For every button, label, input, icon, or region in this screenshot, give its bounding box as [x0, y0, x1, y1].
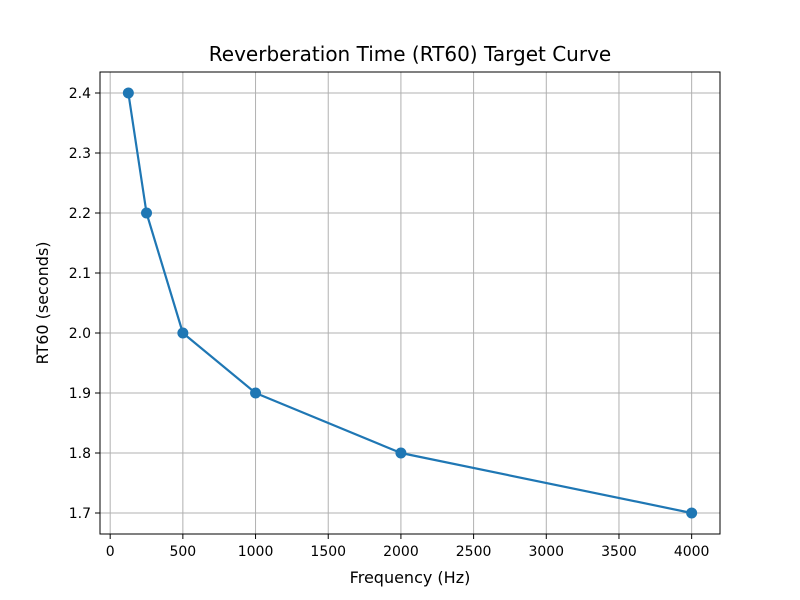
- data-point: [686, 507, 698, 519]
- y-tick-label: 1.9: [69, 386, 91, 402]
- x-tick-label: 3500: [601, 544, 637, 560]
- x-tick-label: 500: [169, 544, 196, 560]
- y-tick-label: 2.4: [69, 86, 91, 102]
- x-tick-label: 0: [106, 544, 115, 560]
- y-axis-ticks: 1.7 1.8 1.9 2.0 2.1 2.2 2.3 2.4: [69, 86, 100, 522]
- y-tick-label: 1.8: [69, 446, 91, 462]
- x-tick-label: 2000: [383, 544, 419, 560]
- grid: [100, 72, 720, 534]
- series-line: [127, 92, 692, 515]
- y-tick-label: 2.3: [69, 146, 91, 162]
- x-axis-label: Frequency (Hz): [350, 568, 471, 587]
- data-point: [177, 327, 189, 339]
- x-tick-label: 1000: [238, 544, 274, 560]
- y-tick-label: 2.1: [69, 266, 91, 282]
- x-tick-label: 2500: [456, 544, 492, 560]
- x-axis-ticks: 0 500 1000 1500 2000 2500 3000 3500 4000: [106, 534, 710, 560]
- y-tick-label: 2.0: [69, 326, 91, 342]
- y-tick-label: 2.2: [69, 206, 91, 222]
- x-tick-label: 1500: [310, 544, 346, 560]
- data-point: [250, 387, 262, 399]
- data-point: [395, 447, 407, 459]
- x-tick-label: 3000: [528, 544, 564, 560]
- series: [122, 87, 698, 519]
- y-axis-label: RT60 (seconds): [33, 241, 52, 364]
- y-tick-label: 1.7: [69, 506, 91, 522]
- plot-frame: [99, 71, 721, 535]
- chart-title: Reverberation Time (RT60) Target Curve: [209, 42, 611, 66]
- data-point: [141, 207, 153, 219]
- x-tick-label: 4000: [674, 544, 710, 560]
- data-point: [122, 87, 134, 99]
